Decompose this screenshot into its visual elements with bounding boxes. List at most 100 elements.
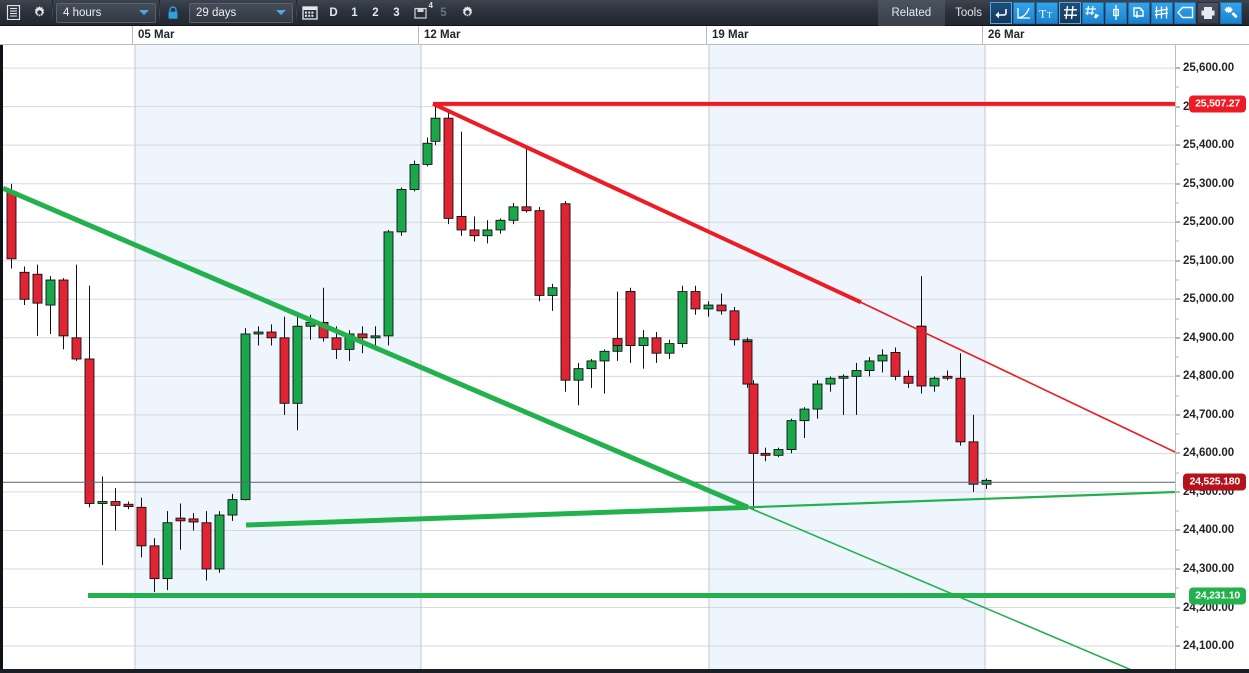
last-price-badge[interactable]: 24,525.180 (1183, 473, 1246, 491)
range-select[interactable]: 29 days (189, 2, 293, 23)
grid-tool-icon[interactable] (1059, 1, 1081, 24)
y-axis[interactable]: 25,600.0025,500.0025,400.0025,300.0025,2… (1175, 45, 1249, 673)
period-button-2[interactable]: 2 (365, 0, 386, 26)
candle-body[interactable] (456, 215, 467, 231)
candle-body[interactable] (716, 304, 727, 312)
candle-body[interactable] (370, 335, 381, 339)
period-button-1[interactable]: 1 (344, 0, 365, 26)
copy-layers-icon[interactable] (1128, 1, 1150, 24)
candle-body[interactable] (97, 501, 108, 504)
interval-select[interactable]: 4 hours (56, 2, 156, 23)
candle-body[interactable] (110, 501, 121, 506)
candle-body[interactable] (344, 333, 355, 350)
plot-canvas[interactable] (0, 45, 1175, 673)
candle-body[interactable] (651, 337, 662, 354)
candle-body[interactable] (214, 514, 225, 570)
period-button-4[interactable]: 4 (407, 0, 433, 26)
curve-line-icon[interactable] (1013, 1, 1035, 24)
candle-body[interactable] (201, 522, 212, 570)
candle-body[interactable] (773, 449, 784, 456)
candle-body[interactable] (521, 206, 532, 212)
candle-body[interactable] (331, 337, 342, 350)
candle-body[interactable] (6, 190, 17, 260)
candle-body[interactable] (703, 304, 714, 310)
list-icon[interactable] (0, 0, 26, 26)
candle-body[interactable] (253, 331, 264, 335)
candle-body[interactable] (443, 117, 454, 219)
candle-body[interactable] (482, 229, 493, 237)
candle-body[interactable] (149, 545, 160, 580)
candle-body[interactable] (547, 287, 558, 296)
candle-body[interactable] (877, 354, 888, 362)
candle-body[interactable] (638, 337, 649, 346)
candle-body[interactable] (748, 383, 759, 454)
candle-body[interactable] (279, 337, 290, 404)
candle-body[interactable] (612, 338, 623, 346)
pencil-draw-icon[interactable] (1082, 1, 1104, 24)
candle-body[interactable] (916, 325, 927, 387)
back-arrow-icon[interactable] (990, 1, 1012, 24)
candle-body[interactable] (430, 117, 441, 142)
candle-body[interactable] (45, 279, 56, 306)
period-button-5[interactable]: 5 (433, 0, 454, 26)
chart-settings-gear-icon[interactable] (454, 0, 480, 26)
candle-body[interactable] (188, 518, 199, 523)
candle-body[interactable] (508, 206, 519, 221)
candle-body[interactable] (690, 291, 701, 310)
candle-body[interactable] (825, 377, 836, 385)
candle-body[interactable] (942, 375, 953, 379)
candle-body[interactable] (162, 522, 173, 580)
candle-body[interactable] (32, 273, 43, 304)
candle-body[interactable] (864, 360, 875, 372)
candlestick-plot[interactable] (3, 45, 1175, 673)
candle-body[interactable] (71, 337, 82, 360)
candle-body[interactable] (560, 203, 571, 381)
candle-body[interactable] (786, 420, 797, 450)
candle-body[interactable] (838, 375, 849, 379)
candle-body[interactable] (677, 291, 688, 345)
lock-icon[interactable] (160, 0, 186, 26)
candle-body[interactable] (396, 189, 407, 233)
text-tool-icon[interactable]: T T (1036, 1, 1058, 24)
period-button-d[interactable]: D (323, 0, 344, 26)
candle-body[interactable] (175, 517, 186, 522)
candle-body[interactable] (19, 271, 30, 300)
candle-body[interactable] (586, 360, 597, 370)
candle-body[interactable] (495, 219, 506, 231)
related-button[interactable]: Related (877, 0, 946, 26)
candle-body[interactable] (742, 341, 753, 385)
candle-body[interactable] (469, 229, 480, 237)
candle-body[interactable] (955, 377, 966, 443)
candle-body[interactable] (851, 370, 862, 377)
candle-body[interactable] (625, 291, 636, 346)
print-icon[interactable] (1197, 1, 1219, 24)
candle-body[interactable] (240, 333, 251, 501)
settings-gear-icon[interactable] (26, 0, 52, 26)
candle-body[interactable] (890, 352, 901, 377)
candle-body[interactable] (409, 163, 420, 190)
pin-marker-icon[interactable] (1105, 1, 1127, 24)
candle-body[interactable] (729, 310, 740, 341)
resistance-descending-extension[interactable] (860, 301, 1175, 453)
ascending-green-trendline[interactable] (245, 504, 749, 528)
resistance-descending-line[interactable] (432, 102, 862, 305)
candle-body[interactable] (266, 331, 277, 339)
candle-body[interactable] (760, 452, 771, 456)
candle-body[interactable] (227, 499, 238, 516)
chart-area[interactable]: 05 Mar 12 Mar 19 Mar 26 Mar 25,600.00 25,… (0, 26, 1249, 673)
resistance-price-badge[interactable]: 25,507.27 (1189, 95, 1246, 113)
calendar-icon[interactable] (297, 0, 323, 26)
label-tag-icon[interactable] (1174, 1, 1196, 24)
candle-body[interactable] (534, 210, 545, 296)
ascending-green-extension[interactable] (747, 490, 1175, 509)
magic-wand-icon[interactable] (1220, 1, 1242, 24)
candle-body[interactable] (84, 358, 95, 504)
candle-body[interactable] (812, 383, 823, 410)
candle-body[interactable] (123, 503, 134, 508)
candle-body[interactable] (58, 279, 69, 337)
fork-tool-icon[interactable] (1151, 1, 1173, 24)
descending-green-trendline[interactable] (3, 186, 749, 510)
support-price-badge[interactable]: 24,231.10 (1189, 587, 1246, 605)
candle-body[interactable] (573, 368, 584, 381)
candle-body[interactable] (968, 441, 979, 485)
